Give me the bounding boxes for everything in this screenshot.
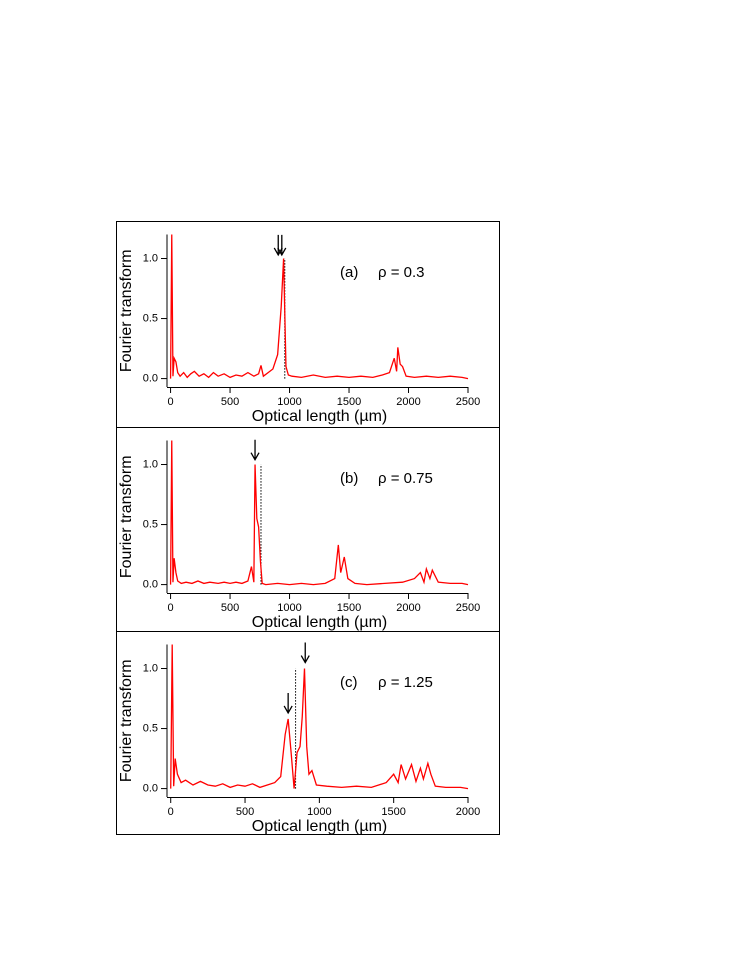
x-tick-label: 0 — [168, 396, 174, 408]
data-line — [169, 440, 469, 586]
panel-label: (b) — [340, 470, 358, 487]
y-axis-label: Fourier transform — [118, 659, 135, 782]
arrow — [283, 692, 293, 715]
x-tick-label: 1000 — [307, 806, 331, 818]
x-tick-label: 2000 — [456, 806, 480, 818]
y-tick-label: 1.0 — [143, 662, 158, 674]
x-tick-label: 1500 — [337, 396, 361, 408]
x-axis-label: Optical length (µm) — [252, 408, 387, 425]
panel-label: (c) — [340, 674, 358, 691]
x-tick-label: 1500 — [381, 806, 405, 818]
arrow — [277, 234, 287, 257]
x-axis-label: Optical length (µm) — [252, 614, 387, 631]
x-tick-label: 500 — [221, 602, 239, 614]
y-tick-label: 0.5 — [143, 722, 158, 734]
x-tick-label: 500 — [221, 396, 239, 408]
x-tick-label: 0 — [168, 602, 174, 614]
y-tick-label: 0.0 — [143, 579, 158, 591]
data-line — [169, 234, 469, 380]
x-tick-label: 2500 — [456, 602, 480, 614]
x-tick-label: 2000 — [396, 396, 420, 408]
y-tick-label: 1.0 — [143, 458, 158, 470]
x-tick-label: 0 — [168, 806, 174, 818]
x-axis-label: Optical length (µm) — [252, 818, 387, 835]
y-tick-label: 0.5 — [143, 518, 158, 530]
x-tick-label: 1500 — [337, 602, 361, 614]
data-line — [170, 644, 469, 790]
x-tick-label: 1000 — [277, 602, 301, 614]
panel-label: (a) — [340, 264, 358, 281]
panel-annotation: ρ = 1.25 — [378, 674, 433, 691]
y-tick-label: 0.0 — [143, 373, 158, 385]
y-tick-label: 0.5 — [143, 312, 158, 324]
frame — [116, 221, 500, 835]
arrow — [250, 439, 260, 462]
y-axis-label: Fourier transform — [118, 455, 135, 578]
x-tick-label: 2500 — [456, 396, 480, 408]
x-tick-label: 2000 — [396, 602, 420, 614]
y-tick-label: 0.0 — [143, 783, 158, 795]
x-tick-label: 1000 — [277, 396, 301, 408]
arrow — [273, 234, 283, 257]
panel-annotation: ρ = 0.3 — [378, 264, 424, 281]
y-tick-label: 1.0 — [143, 252, 158, 264]
arrow — [300, 642, 310, 664]
y-axis-label: Fourier transform — [118, 249, 135, 372]
x-tick-label: 500 — [236, 806, 254, 818]
panel-annotation: ρ = 0.75 — [378, 470, 433, 487]
